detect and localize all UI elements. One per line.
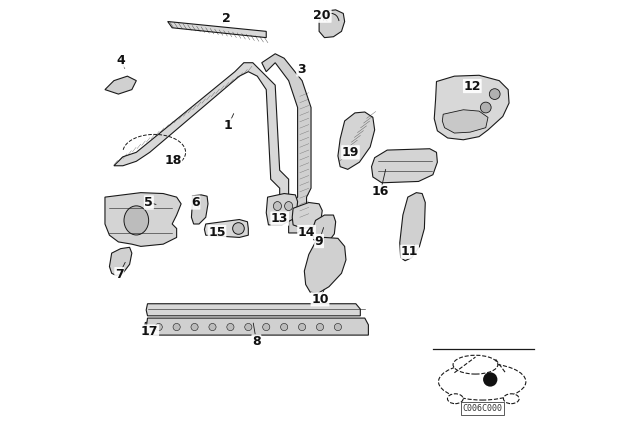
Polygon shape xyxy=(146,318,369,335)
Circle shape xyxy=(483,372,497,387)
Circle shape xyxy=(262,323,270,331)
Polygon shape xyxy=(109,247,132,276)
Polygon shape xyxy=(400,193,425,261)
Ellipse shape xyxy=(285,202,292,211)
Ellipse shape xyxy=(504,394,519,404)
Text: 7: 7 xyxy=(115,267,124,281)
Polygon shape xyxy=(105,76,136,94)
Text: 12: 12 xyxy=(463,79,481,93)
Text: 18: 18 xyxy=(164,154,182,167)
Polygon shape xyxy=(305,237,346,293)
Polygon shape xyxy=(168,22,266,38)
Text: 2: 2 xyxy=(221,12,230,26)
Polygon shape xyxy=(319,10,345,38)
Text: 4: 4 xyxy=(116,54,125,67)
Polygon shape xyxy=(204,220,248,237)
Polygon shape xyxy=(338,112,374,169)
Circle shape xyxy=(490,89,500,99)
Polygon shape xyxy=(371,149,437,183)
Text: 14: 14 xyxy=(298,225,316,239)
Ellipse shape xyxy=(447,394,463,404)
Text: 17: 17 xyxy=(141,325,159,338)
Text: 15: 15 xyxy=(208,225,226,239)
Polygon shape xyxy=(146,304,360,316)
Polygon shape xyxy=(105,193,181,246)
Text: 20: 20 xyxy=(314,9,331,22)
Ellipse shape xyxy=(453,355,498,374)
Polygon shape xyxy=(191,195,208,224)
Text: 19: 19 xyxy=(342,146,359,159)
Polygon shape xyxy=(442,110,488,133)
Ellipse shape xyxy=(273,202,282,211)
Text: 10: 10 xyxy=(311,293,329,306)
Circle shape xyxy=(233,223,244,234)
Text: 5: 5 xyxy=(145,196,153,209)
Text: 3: 3 xyxy=(297,63,305,76)
Polygon shape xyxy=(145,320,161,335)
Circle shape xyxy=(244,323,252,331)
Text: 9: 9 xyxy=(315,234,323,248)
Circle shape xyxy=(227,323,234,331)
Polygon shape xyxy=(114,63,289,215)
Text: 11: 11 xyxy=(401,245,419,258)
Polygon shape xyxy=(262,54,311,233)
Circle shape xyxy=(298,323,306,331)
Circle shape xyxy=(191,323,198,331)
Text: C006C000: C006C000 xyxy=(462,404,502,413)
Circle shape xyxy=(209,323,216,331)
Text: 1: 1 xyxy=(224,119,232,132)
Polygon shape xyxy=(266,194,298,225)
Ellipse shape xyxy=(438,363,526,400)
Circle shape xyxy=(173,323,180,331)
Circle shape xyxy=(481,102,491,113)
Circle shape xyxy=(280,323,288,331)
Circle shape xyxy=(316,323,324,331)
Polygon shape xyxy=(435,75,509,140)
Circle shape xyxy=(334,323,342,331)
Text: 13: 13 xyxy=(271,212,289,225)
Polygon shape xyxy=(292,202,323,228)
Ellipse shape xyxy=(124,206,148,235)
Text: 8: 8 xyxy=(252,335,260,348)
Circle shape xyxy=(155,323,163,331)
Text: 16: 16 xyxy=(372,185,389,198)
Polygon shape xyxy=(312,215,336,243)
Text: 6: 6 xyxy=(191,196,200,209)
